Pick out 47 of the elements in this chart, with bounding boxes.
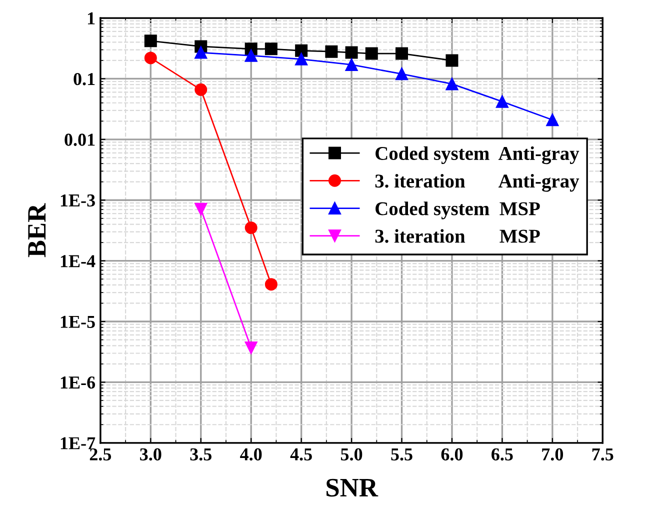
y-tick-label: 1E-6 <box>60 376 96 389</box>
y-tick-label: 1E-4 <box>60 255 96 268</box>
x-tick-label: 4.5 <box>290 448 312 461</box>
point <box>396 47 408 60</box>
y-tick-label: 1 <box>88 12 95 24</box>
point <box>446 54 458 67</box>
point <box>546 114 559 126</box>
point <box>496 95 508 108</box>
x-tick-label: 4.0 <box>240 448 262 461</box>
point <box>325 45 338 58</box>
x-tick-label: 5.5 <box>391 448 412 461</box>
y-tick-label: 0.01 <box>64 134 95 146</box>
point <box>244 49 258 62</box>
point <box>194 46 208 59</box>
y-tick-label: 1E-3 <box>60 194 95 207</box>
y-tick-label: 1E-7 <box>60 437 96 450</box>
x-tick-label: 6.5 <box>492 448 513 461</box>
x-tick-label: 3.5 <box>190 448 212 461</box>
y-axis-title: BER <box>28 203 46 258</box>
x-axis-title: SNR <box>326 478 378 497</box>
x-tick-label: 5.0 <box>340 448 362 461</box>
point <box>396 68 408 80</box>
x-tick-label: 2.5 <box>90 448 112 461</box>
y-tick-label: 0.1 <box>74 72 95 86</box>
x-tick-label: 7.0 <box>542 448 564 461</box>
point <box>295 44 308 57</box>
legend-label: 3. iteration Anti-gray <box>375 174 580 192</box>
legend-label: Coded system MSP <box>376 202 540 220</box>
point <box>194 202 208 216</box>
point <box>144 34 157 48</box>
legend-label: Coded system Anti-gray <box>376 146 580 164</box>
point <box>144 52 157 64</box>
x-tick-label: 6.0 <box>441 448 463 461</box>
point <box>446 78 458 90</box>
point <box>365 47 378 60</box>
point <box>264 278 278 291</box>
x-tick-label: 7.5 <box>592 448 614 461</box>
point <box>345 46 358 59</box>
y-tick-label: 1E-5 <box>60 316 95 328</box>
point <box>345 58 358 71</box>
x-tick-label: 3.0 <box>140 448 162 461</box>
point <box>295 52 308 66</box>
point <box>244 222 258 234</box>
point <box>264 42 278 56</box>
point <box>194 83 208 96</box>
point <box>244 341 258 354</box>
legend-label: 3. iteration MSP <box>375 229 540 243</box>
